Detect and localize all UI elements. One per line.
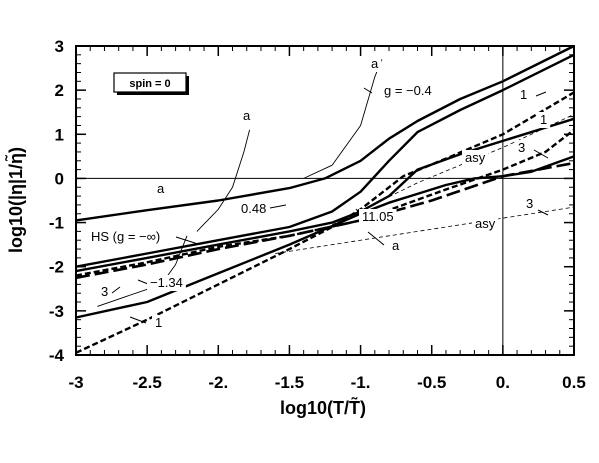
annotation-label: a bbox=[157, 181, 165, 196]
annotation-leader bbox=[533, 149, 549, 159]
annotation-bg bbox=[147, 275, 186, 291]
y-tick-label: 2 bbox=[55, 81, 64, 100]
series-line-9 bbox=[275, 206, 575, 254]
annotation-label: HS (g = −∞) bbox=[91, 229, 160, 244]
x-tick-label: -1.5 bbox=[275, 373, 304, 392]
series-line-12 bbox=[196, 129, 251, 232]
annotation-bg bbox=[240, 108, 254, 124]
annotation-label: 1 bbox=[540, 112, 547, 127]
y-tick-label: 3 bbox=[55, 37, 64, 56]
x-tick-label: -3 bbox=[68, 373, 83, 392]
series-line-7 bbox=[75, 161, 575, 280]
annotation-leader bbox=[111, 286, 121, 294]
annotation-label: 0.48 bbox=[241, 201, 266, 216]
y-tick-label: -2 bbox=[49, 258, 64, 277]
x-tick-label: -1. bbox=[351, 373, 371, 392]
annotation-bg bbox=[88, 229, 164, 245]
y-tick-label: 1 bbox=[55, 125, 64, 144]
annotation-label: a bbox=[371, 56, 379, 71]
x-tick-label: -0.5 bbox=[417, 373, 446, 392]
annotation-label: 1 bbox=[520, 87, 527, 102]
annotation-bg bbox=[154, 181, 168, 197]
legend-text: spin = 0 bbox=[129, 78, 170, 90]
plot-frame bbox=[75, 45, 575, 356]
y-tick-label: -1 bbox=[49, 214, 64, 233]
annotation-bg bbox=[368, 56, 382, 72]
annotation-bg bbox=[389, 238, 403, 254]
x-tick-label: 0. bbox=[496, 373, 510, 392]
annotation-leader bbox=[363, 87, 373, 94]
annotation-label: asy bbox=[465, 150, 486, 165]
plot-border bbox=[75, 45, 575, 356]
annotation-bg bbox=[517, 87, 531, 103]
annotation-leader bbox=[537, 209, 549, 216]
annotation-leader bbox=[269, 204, 287, 209]
legend-box: spin = 0 bbox=[113, 72, 189, 95]
annotation-label: a bbox=[243, 108, 251, 123]
annotation-bg bbox=[523, 196, 537, 212]
legend-box-shadow bbox=[117, 92, 189, 95]
legend-box-shadow-side bbox=[186, 76, 189, 95]
annotation-label: asy bbox=[475, 216, 496, 231]
annotation-label: a bbox=[392, 238, 400, 253]
annotation-label: 3 bbox=[518, 140, 525, 155]
series-line-5 bbox=[75, 91, 575, 354]
annotation-bg bbox=[515, 140, 529, 156]
series-line-6 bbox=[75, 128, 575, 277]
annotation-bg bbox=[152, 315, 166, 331]
annotation-label: 1 bbox=[155, 315, 162, 330]
annotation-label: 11.05 bbox=[362, 209, 394, 224]
series-line-3 bbox=[75, 117, 575, 273]
annotation-leader bbox=[137, 279, 149, 285]
x-axis-title: log10(T/T̃) bbox=[280, 396, 366, 418]
annotation-leader bbox=[367, 231, 385, 246]
annotation-leader bbox=[535, 91, 547, 97]
x-tick-label: -2. bbox=[208, 373, 228, 392]
y-tick-label: 0 bbox=[55, 169, 64, 188]
annotation-bg bbox=[537, 112, 551, 128]
series-line-1 bbox=[75, 44, 575, 222]
annotation-label: 3 bbox=[101, 284, 108, 299]
series-line-2 bbox=[75, 53, 575, 268]
series-line-11 bbox=[97, 235, 188, 307]
annotation-bg bbox=[359, 209, 397, 225]
annotation-bg bbox=[238, 201, 270, 217]
series-line-10 bbox=[303, 59, 383, 179]
series-line-8 bbox=[331, 114, 575, 226]
annotation-bg bbox=[98, 284, 112, 300]
annotation-bg bbox=[472, 216, 499, 232]
annotation-label: 3 bbox=[526, 196, 533, 211]
annotation-bg bbox=[381, 83, 435, 99]
y-tick-label: -3 bbox=[49, 302, 64, 321]
x-tick-label: 0.5 bbox=[562, 373, 586, 392]
y-tick-label: -4 bbox=[49, 346, 65, 365]
y-axis-title: log10(|η|1/η̃) bbox=[4, 147, 26, 253]
x-tick-label: -2.5 bbox=[132, 373, 161, 392]
annotation-label: −1.34 bbox=[150, 275, 183, 290]
annotation-leader bbox=[175, 236, 199, 245]
annotation-label: g = −0.4 bbox=[384, 83, 432, 98]
annotation-bg bbox=[462, 150, 489, 166]
annotation-leader bbox=[129, 316, 147, 324]
